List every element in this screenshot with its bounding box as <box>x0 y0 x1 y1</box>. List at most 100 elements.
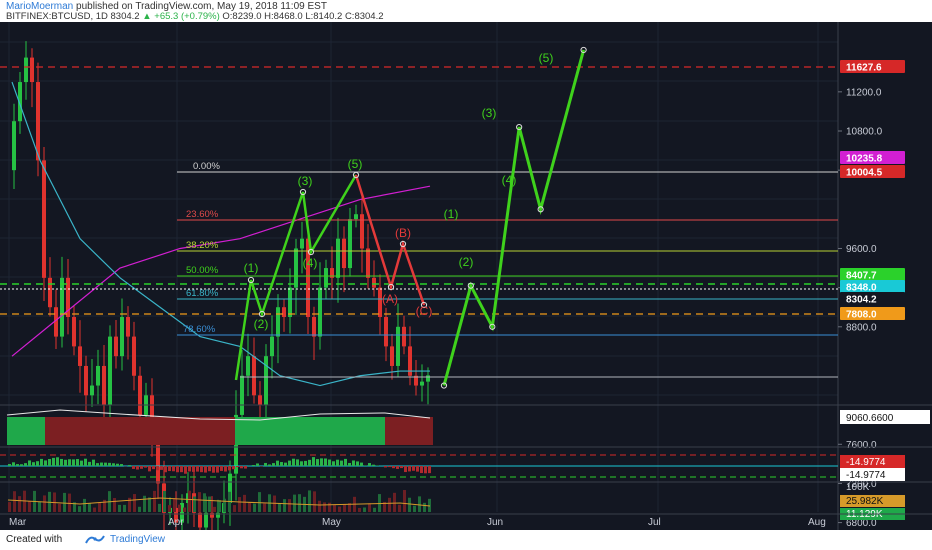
candle-body <box>312 317 316 337</box>
volume-bar <box>98 502 101 512</box>
candle-body <box>264 356 268 406</box>
price-tick-label: 9600.0 <box>846 244 877 255</box>
volume-bar <box>63 492 66 512</box>
histogram-bar <box>144 466 147 468</box>
histogram-bar <box>368 463 371 466</box>
chart-svg[interactable]: 12000.011200.010800.010400.09600.09200.0… <box>0 9 932 550</box>
indicator-value-bg <box>840 410 930 424</box>
volume-bar <box>348 503 351 512</box>
volume-bar <box>263 503 266 512</box>
volume-bar <box>383 501 386 512</box>
price-badge-bg <box>840 165 905 178</box>
tradingview-brand[interactable]: TradingView <box>110 534 166 545</box>
price-tick-label: 11200.0 <box>846 87 882 98</box>
histogram-bar <box>32 462 35 466</box>
price-badge-bg <box>840 307 905 320</box>
histogram-bar <box>36 461 39 466</box>
volume-bar <box>208 496 211 512</box>
time-axis-label: May <box>322 517 341 528</box>
volume-bar <box>38 501 41 512</box>
histogram-bar <box>272 463 275 466</box>
histogram-bar <box>236 466 239 468</box>
volume-ma-line <box>7 497 431 507</box>
volume-bar <box>218 500 221 512</box>
candle-body <box>24 57 28 83</box>
candle-body <box>252 356 256 396</box>
tradingview-logo-icon <box>85 535 105 544</box>
histogram-bar <box>212 466 215 473</box>
histogram-bar <box>136 466 139 470</box>
histogram-bar <box>324 458 327 466</box>
histogram-bar <box>308 459 311 466</box>
indicator-bar <box>385 417 433 445</box>
candle-body <box>384 317 388 347</box>
candle-body <box>360 214 364 249</box>
price-badge-bg <box>840 268 905 281</box>
fib-level-label: 0.00% <box>193 161 220 172</box>
candle-body <box>318 287 322 337</box>
candle-body <box>330 268 334 278</box>
histogram-bar <box>8 464 11 466</box>
candle-body <box>102 365 106 406</box>
fib-level-label: 61.80% <box>186 288 219 299</box>
histogram-bar <box>192 466 195 472</box>
fib-level-label: 50.00% <box>186 265 219 276</box>
histogram-bar <box>232 466 235 470</box>
corrective-wave-path <box>354 174 426 306</box>
candle-body <box>12 121 16 171</box>
chart-area[interactable]: 12000.011200.010800.010400.09600.09200.0… <box>0 9 932 550</box>
histogram-bar <box>28 460 31 466</box>
histogram-bar <box>400 466 403 469</box>
wave-label: (2) <box>459 255 474 269</box>
histogram-bar <box>12 462 15 466</box>
histogram-bar <box>240 466 243 469</box>
price-badge-bg <box>840 60 905 73</box>
wave-label: (3) <box>482 106 497 120</box>
histogram-bar <box>208 466 211 472</box>
candle-body <box>210 512 214 518</box>
candle-body <box>132 336 136 376</box>
volume-bar <box>278 502 281 512</box>
histogram-bar <box>360 462 363 466</box>
volume-bar <box>223 498 226 512</box>
symbol-label: BITFINEX:BTCUSD, 1D <box>6 11 108 22</box>
volume-bar <box>138 506 141 512</box>
histogram-bar <box>396 466 399 469</box>
fib-level-label: 23.60% <box>186 209 219 220</box>
histogram-bar <box>156 466 159 471</box>
time-axis-label: Jun <box>487 517 503 528</box>
histogram-bar <box>268 464 271 466</box>
histogram-bar <box>24 463 27 466</box>
histogram-bar <box>340 460 343 466</box>
volume-bar <box>243 494 246 512</box>
histogram-bar <box>244 466 247 469</box>
wave-node <box>247 276 255 284</box>
candle-body <box>216 512 220 518</box>
histogram-bar <box>120 464 123 466</box>
price-tick-label: 10800.0 <box>846 127 883 138</box>
volume-bar <box>358 507 361 512</box>
candle-body <box>336 238 340 278</box>
wave-node <box>420 301 428 309</box>
candles <box>12 41 430 550</box>
author-link[interactable]: MarioMoerman <box>6 1 74 12</box>
volume-bar <box>368 503 371 512</box>
histogram-bar <box>228 466 231 471</box>
candle-body <box>390 346 394 366</box>
wave-label: (3) <box>298 174 313 188</box>
volume-bar <box>173 498 176 512</box>
candle-body <box>378 287 382 318</box>
histogram-bar <box>420 466 423 474</box>
projected-wave-node <box>516 123 523 131</box>
price-badge-label: 11627.6 <box>846 63 882 74</box>
candle-body <box>228 473 232 504</box>
price-tick-label: 8800.0 <box>846 322 877 333</box>
histogram-bar <box>20 464 23 466</box>
histogram-bar <box>92 459 95 466</box>
price-badge-label: 7808.0 <box>846 310 877 321</box>
histogram-bar <box>332 461 335 466</box>
volume-bar <box>128 497 131 512</box>
volume-bar <box>408 497 411 512</box>
created-with-label: Created with <box>6 534 63 545</box>
histogram-bar <box>16 464 19 466</box>
